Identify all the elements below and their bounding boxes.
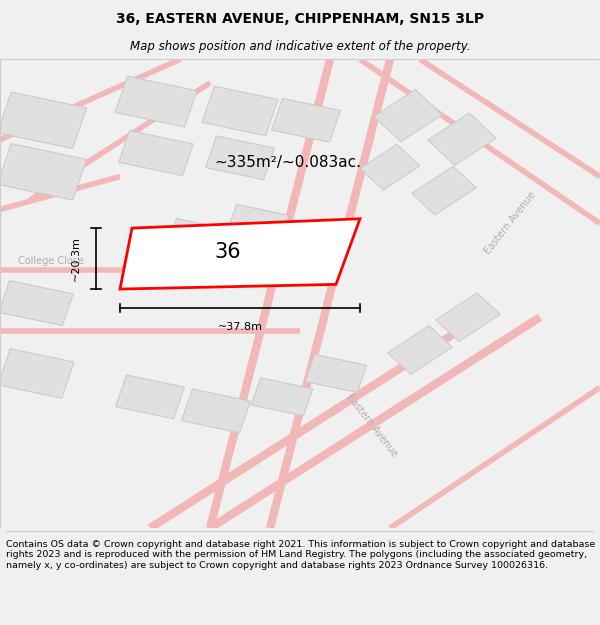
Polygon shape bbox=[388, 326, 452, 374]
Polygon shape bbox=[0, 92, 86, 149]
Polygon shape bbox=[436, 293, 500, 341]
Polygon shape bbox=[305, 354, 367, 392]
Text: ~335m²/~0.083ac.: ~335m²/~0.083ac. bbox=[215, 155, 361, 170]
Polygon shape bbox=[227, 204, 289, 242]
Text: Eastern Avenue: Eastern Avenue bbox=[482, 190, 538, 257]
Polygon shape bbox=[116, 375, 184, 419]
Polygon shape bbox=[251, 378, 313, 416]
Polygon shape bbox=[119, 131, 193, 176]
Polygon shape bbox=[360, 144, 420, 190]
Polygon shape bbox=[115, 76, 197, 127]
Polygon shape bbox=[374, 89, 442, 142]
Text: ~37.8m: ~37.8m bbox=[218, 322, 263, 332]
Polygon shape bbox=[0, 349, 74, 398]
Polygon shape bbox=[412, 166, 476, 215]
Polygon shape bbox=[206, 136, 274, 180]
Polygon shape bbox=[182, 389, 250, 433]
Text: Eastern Avenue: Eastern Avenue bbox=[344, 392, 400, 458]
Text: Contains OS data © Crown copyright and database right 2021. This information is : Contains OS data © Crown copyright and d… bbox=[6, 540, 595, 569]
Text: 36: 36 bbox=[215, 241, 241, 261]
Polygon shape bbox=[0, 144, 86, 200]
Text: Map shows position and indicative extent of the property.: Map shows position and indicative extent… bbox=[130, 40, 470, 52]
Polygon shape bbox=[167, 219, 229, 256]
Polygon shape bbox=[0, 281, 73, 326]
Text: 36, EASTERN AVENUE, CHIPPENHAM, SN15 3LP: 36, EASTERN AVENUE, CHIPPENHAM, SN15 3LP bbox=[116, 12, 484, 26]
Polygon shape bbox=[428, 113, 496, 165]
Text: ~20.3m: ~20.3m bbox=[71, 236, 81, 281]
Polygon shape bbox=[202, 86, 278, 136]
Polygon shape bbox=[272, 98, 340, 142]
Polygon shape bbox=[120, 219, 360, 289]
Text: College Close: College Close bbox=[18, 256, 84, 266]
